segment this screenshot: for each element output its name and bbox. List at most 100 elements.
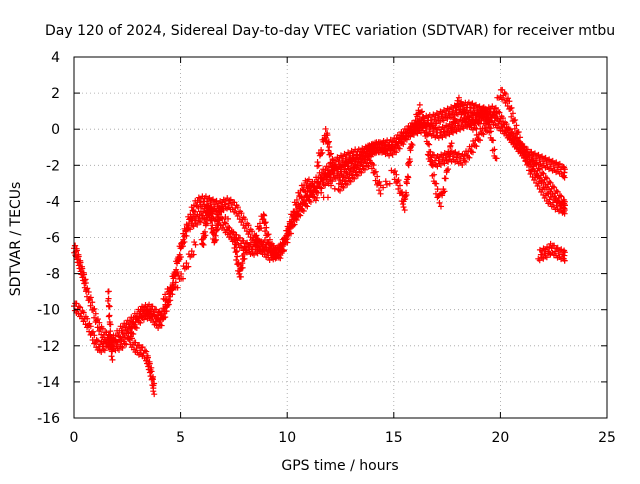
data-point	[503, 121, 510, 128]
data-point	[436, 129, 443, 136]
data-point	[365, 163, 372, 170]
data-point	[424, 140, 431, 147]
data-point	[426, 141, 433, 148]
data-point	[307, 198, 314, 205]
data-point	[87, 294, 94, 301]
data-point	[284, 235, 291, 242]
data-point	[465, 113, 472, 120]
data-point	[332, 175, 339, 182]
data-point	[555, 250, 562, 257]
data-point	[231, 236, 238, 243]
data-point	[199, 241, 206, 248]
data-point	[508, 104, 515, 111]
data-point	[106, 312, 113, 319]
data-point	[94, 337, 101, 344]
data-point	[225, 200, 232, 207]
data-point	[409, 142, 416, 149]
data-point	[234, 253, 241, 260]
data-point	[558, 193, 565, 200]
data-point	[172, 279, 179, 286]
data-point	[169, 279, 176, 286]
data-point	[151, 312, 158, 319]
y-tick-label: 2	[51, 86, 60, 102]
data-point	[106, 303, 113, 310]
data-point	[87, 302, 94, 309]
data-point	[234, 260, 241, 267]
data-point	[365, 147, 372, 154]
data-point	[367, 153, 374, 160]
data-point	[549, 183, 556, 190]
data-point	[327, 159, 334, 166]
data-point	[449, 108, 456, 115]
data-point	[158, 322, 165, 329]
data-point	[554, 199, 561, 206]
data-point	[448, 140, 455, 147]
data-point	[461, 106, 468, 113]
data-point	[139, 344, 146, 351]
data-point	[561, 249, 568, 256]
data-point	[504, 102, 511, 109]
data-point	[383, 181, 390, 188]
data-point	[383, 146, 390, 153]
data-point	[105, 288, 112, 295]
data-point	[192, 241, 199, 248]
data-point	[401, 207, 408, 214]
data-point	[255, 244, 262, 251]
data-point	[248, 246, 255, 253]
data-point	[262, 228, 269, 235]
series-trace-c	[126, 94, 568, 398]
x-axis-label: GPS time / hours	[281, 458, 398, 474]
data-point	[288, 223, 295, 230]
data-point	[305, 185, 312, 192]
data-point	[315, 162, 322, 169]
data-point	[216, 216, 223, 223]
data-point	[265, 240, 272, 247]
data-point	[522, 150, 529, 157]
data-point	[553, 202, 560, 209]
data-point	[455, 94, 462, 101]
data-point	[442, 154, 449, 161]
data-point	[286, 230, 293, 237]
data-point	[73, 247, 80, 254]
data-point	[396, 182, 403, 189]
x-tick-label: 15	[385, 430, 403, 446]
data-point	[231, 199, 238, 206]
data-point	[540, 170, 547, 177]
data-point	[502, 99, 509, 106]
data-point	[460, 125, 467, 132]
data-point	[510, 117, 517, 124]
y-tick-label: -2	[46, 158, 60, 174]
data-point	[312, 197, 319, 204]
data-point	[473, 143, 480, 150]
data-point	[304, 203, 311, 210]
data-point	[75, 253, 82, 260]
data-point	[526, 167, 533, 174]
data-point	[557, 203, 564, 210]
data-point	[73, 300, 80, 307]
data-point	[208, 197, 215, 204]
data-point	[108, 353, 115, 360]
data-point	[84, 285, 91, 292]
data-point	[524, 153, 531, 160]
data-point	[254, 235, 261, 242]
data-point	[441, 188, 448, 195]
data-point	[309, 182, 316, 189]
data-point	[331, 162, 338, 169]
data-point	[544, 175, 551, 182]
data-point	[133, 345, 140, 352]
data-point	[234, 213, 241, 220]
data-point	[561, 202, 568, 209]
data-point	[439, 134, 446, 141]
data-point	[203, 220, 210, 227]
data-point	[407, 133, 414, 140]
data-point	[503, 130, 510, 137]
data-point	[333, 170, 340, 177]
data-point	[300, 207, 307, 214]
data-point	[245, 242, 252, 249]
data-point	[423, 131, 430, 138]
data-point	[209, 216, 216, 223]
data-point	[221, 219, 228, 226]
data-point	[266, 236, 273, 243]
data-point	[551, 184, 558, 191]
data-point	[519, 141, 526, 148]
